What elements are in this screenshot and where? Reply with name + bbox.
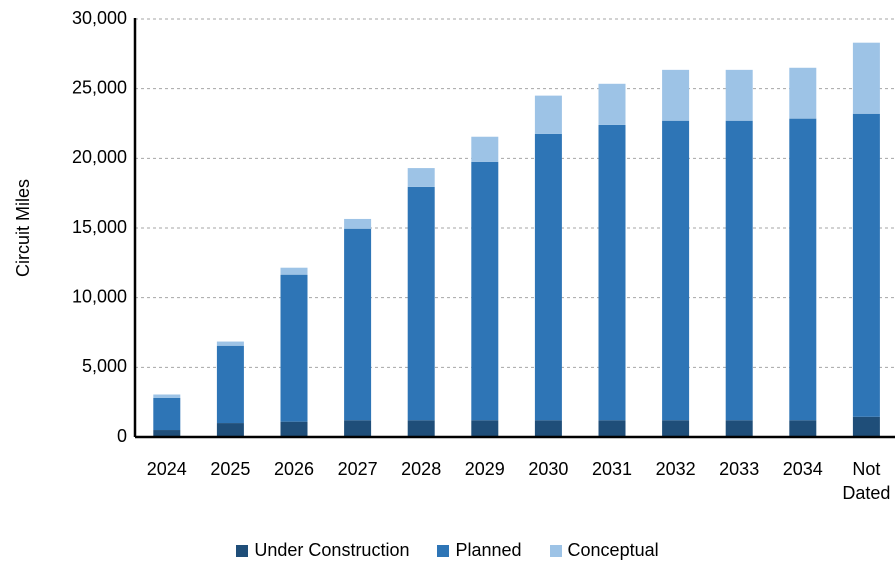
bar-segment [534,420,562,437]
legend-item: Conceptual [549,540,659,561]
legend-label: Under Construction [254,540,410,560]
bar-segment [725,120,753,421]
legend-item: Under Construction [236,540,409,561]
bar-segment [662,420,690,437]
y-tick-label: 20,000 [72,147,127,167]
bar-segment [407,186,435,421]
bar-segment [662,120,690,421]
bar-segment [662,69,690,121]
bar-segment [852,42,880,114]
bar-segment [598,124,626,421]
bar-segment [471,420,499,437]
bar-segment [280,421,308,437]
bar-segment [534,133,562,421]
y-axis-label: Circuit Miles [13,179,33,277]
x-tick-label: 2025 [210,459,251,479]
x-tick-label: 2031 [591,459,633,479]
x-tick-label: 2032 [655,459,696,479]
y-tick-label: 5,000 [82,356,127,376]
bar-segment [471,161,499,421]
bar-segment [725,420,753,437]
bar-segment [598,83,626,125]
legend-swatch [437,544,450,557]
legend: Under Construction Planned Conceptual [0,540,895,562]
bar-segment [852,113,880,417]
x-tick-label: 2026 [273,459,315,479]
bar-segment [153,397,181,431]
y-tick-label: 15,000 [72,217,127,237]
legend-swatch [549,544,562,557]
x-tick-label: 2028 [401,459,442,479]
bar-segment [153,394,181,398]
bar-segment [280,274,308,422]
bar-segment [534,95,562,134]
bar-segment [216,345,244,424]
bar-segment [789,420,817,437]
bar-segment [407,168,435,187]
bar-segment [471,136,499,162]
bar-segment [216,341,244,346]
bar-segment [789,67,817,119]
y-tick-label: 25,000 [72,77,127,97]
bar-segment [153,430,181,437]
x-tick-label: 2030 [528,459,569,479]
bar-segment [344,420,372,437]
x-tick-label: 2029 [464,459,505,479]
bar-segment [852,416,880,437]
x-tick-label: Not Dated [842,459,891,503]
y-tick-label: 10,000 [72,286,127,306]
bar-segment [725,69,753,121]
y-tick-label: 30,000 [72,8,127,28]
x-tick-label: 2033 [719,459,760,479]
y-tick-label: 0 [117,426,127,446]
legend-label: Conceptual [567,540,659,560]
bar-segment [216,423,244,437]
bar-segment [280,267,308,275]
bar-segment [407,420,435,437]
x-tick-label: 2024 [146,459,187,479]
bar-segment [344,228,372,421]
bar-segment [344,218,372,229]
bar-segment [789,118,817,421]
legend-swatch [236,544,249,557]
legend-label: Planned [455,540,522,560]
bar-segment [598,420,626,437]
x-tick-label: 2027 [337,459,378,479]
x-tick-label: 2034 [782,459,823,479]
legend-item: Planned [437,540,522,561]
